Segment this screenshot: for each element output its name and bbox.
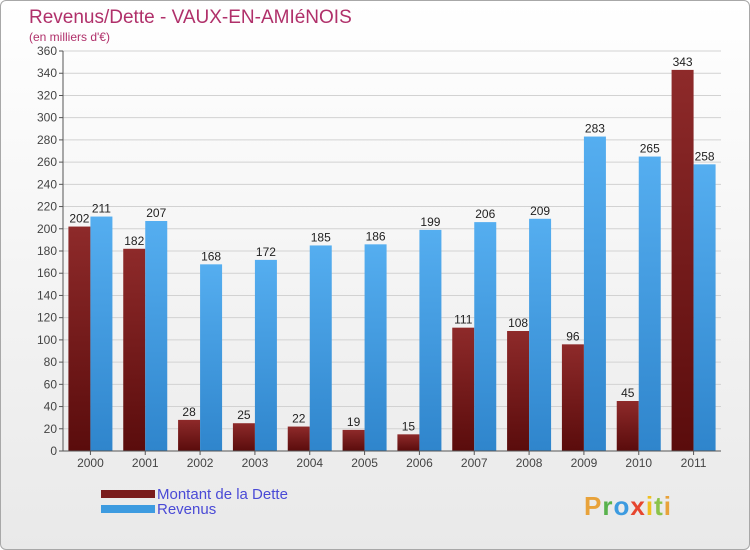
bar-revenus [529,218,552,451]
y-tick-label: 20 [44,422,58,436]
y-tick-label: 300 [37,111,57,125]
bar-revenus [583,136,606,452]
chart-subtitle: (en milliers d'€) [29,30,110,44]
y-tick-label: 240 [37,177,57,191]
y-tick-label: 280 [37,133,57,147]
bar-revenus [309,245,332,451]
bar-revenus [254,259,277,451]
bar-revenus [419,229,442,451]
bar-dette [232,423,255,451]
y-tick-label: 360 [37,44,57,58]
bar-dette [178,419,201,451]
bar-dette [123,248,146,451]
data-label: 206 [475,207,495,221]
x-tick-label: 2010 [625,456,652,470]
bar-dette [507,331,530,451]
data-label: 283 [585,122,605,136]
data-label: 25 [237,408,251,422]
bar-revenus [90,216,113,451]
data-label: 211 [92,202,111,216]
x-tick-label: 2004 [296,456,323,470]
data-label: 111 [454,313,473,327]
x-tick-label: 2006 [406,456,433,470]
y-tick-label: 200 [37,222,57,236]
data-label: 209 [530,204,550,218]
data-label: 343 [673,55,693,69]
legend-label-debt: Montant de la Dette [157,486,288,503]
y-tick-label: 40 [44,400,58,414]
data-label: 108 [508,316,528,330]
y-tick-label: 60 [44,377,58,391]
bar-dette [561,344,584,451]
bar-dette [342,429,365,451]
logo-letter: r [602,491,614,521]
data-label: 45 [621,386,635,400]
data-label: 15 [402,419,416,433]
x-tick-label: 2008 [516,456,543,470]
bar-revenus [364,244,387,451]
bar-dette [287,426,310,451]
x-tick-label: 2005 [351,456,378,470]
legend-label-revenus: Revenus [157,501,217,518]
y-tick-label: 320 [37,88,57,102]
y-tick-label: 100 [37,333,57,347]
logo-letter: t [654,491,664,521]
y-tick-label: 220 [37,200,57,214]
bar-revenus [474,222,497,451]
x-tick-label: 2009 [571,456,598,470]
chart-title: Revenus/Dette - VAUX-EN-AMIéNOIS [29,7,352,28]
logo-letter: i [663,491,672,521]
bar-dette [452,327,475,451]
bar-revenus [638,156,661,452]
legend-swatch-debt [101,490,155,498]
legend-swatch-revenus [101,505,155,513]
data-label: 168 [201,249,221,263]
y-tick-label: 180 [37,244,57,258]
x-tick-label: 2001 [132,456,159,470]
logo-letter: P [584,491,603,521]
y-tick-label: 260 [37,155,57,169]
data-label: 199 [420,215,440,229]
x-tick-label: 2002 [187,456,214,470]
bar-dette [671,69,694,451]
proxiti-logo: Proxiti [584,491,672,522]
bar-dette [68,226,91,451]
logo-letter: x [630,491,646,521]
y-tick-label: 0 [50,444,57,458]
data-label: 172 [256,245,276,259]
data-label: 202 [69,212,89,226]
data-label: 22 [292,412,306,426]
x-tick-label: 2000 [77,456,104,470]
data-label: 96 [566,329,580,343]
logo-letter: o [613,491,631,521]
x-tick-label: 2003 [242,456,269,470]
y-tick-label: 140 [37,288,57,302]
x-tick-label: 2007 [461,456,488,470]
y-tick-label: 120 [37,311,57,325]
data-label: 258 [695,149,715,163]
y-tick-label: 80 [44,355,58,369]
data-label: 182 [124,234,144,248]
bar-revenus [693,164,716,452]
bar-dette [397,434,420,451]
data-label: 186 [366,229,386,243]
logo-letter: i [645,491,655,521]
data-label: 207 [146,206,166,220]
data-label: 28 [182,405,196,419]
bar-revenus [145,221,168,451]
bar-dette [616,401,639,451]
data-label: 265 [640,142,660,156]
data-label: 185 [311,230,331,244]
y-tick-label: 340 [37,66,57,80]
y-tick-label: 160 [37,266,57,280]
x-tick-label: 2011 [681,456,707,470]
data-label: 19 [347,415,361,429]
bar-revenus [200,264,223,451]
